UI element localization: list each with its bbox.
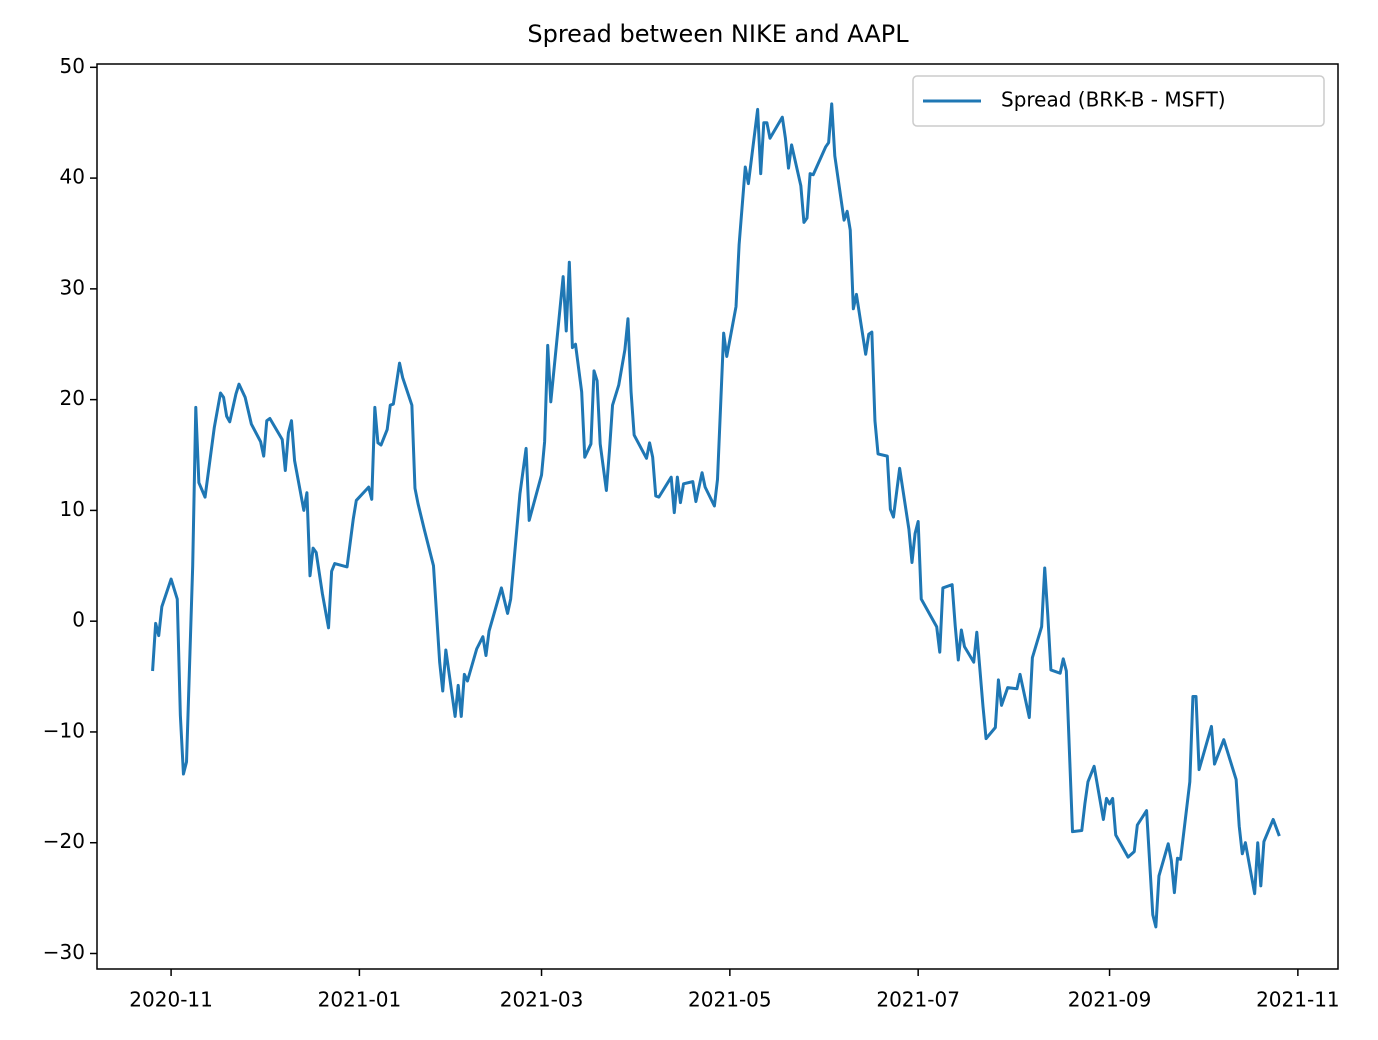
y-tick-label: 10: [60, 497, 85, 521]
x-tick-label: 2021-11: [1256, 988, 1340, 1012]
x-tick-label: 2021-07: [876, 988, 960, 1012]
y-tick-label: 20: [60, 386, 85, 410]
axes-frame: [96, 63, 1339, 970]
y-tick-label: −10: [43, 718, 85, 742]
y-tick-label: 50: [60, 54, 85, 78]
chart-title: Spread between NIKE and AAPL: [527, 20, 909, 48]
x-tick-label: 2021-03: [500, 988, 584, 1012]
x-tick-label: 2021-09: [1068, 988, 1152, 1012]
x-tick-label: 2021-01: [318, 988, 402, 1012]
y-tick-label: −20: [43, 829, 85, 853]
x-tick-label: 2021-05: [688, 988, 772, 1012]
series-line: [151, 102, 1281, 929]
y-tick-label: −30: [43, 940, 85, 964]
legend-label: Spread (BRK-B - MSFT): [1001, 88, 1226, 112]
x-tick-label: 2020-11: [129, 988, 213, 1012]
y-tick-label: 40: [60, 165, 85, 189]
y-tick-label: 0: [72, 608, 85, 632]
y-tick-label: 30: [60, 275, 85, 299]
legend-box: [912, 75, 1325, 127]
